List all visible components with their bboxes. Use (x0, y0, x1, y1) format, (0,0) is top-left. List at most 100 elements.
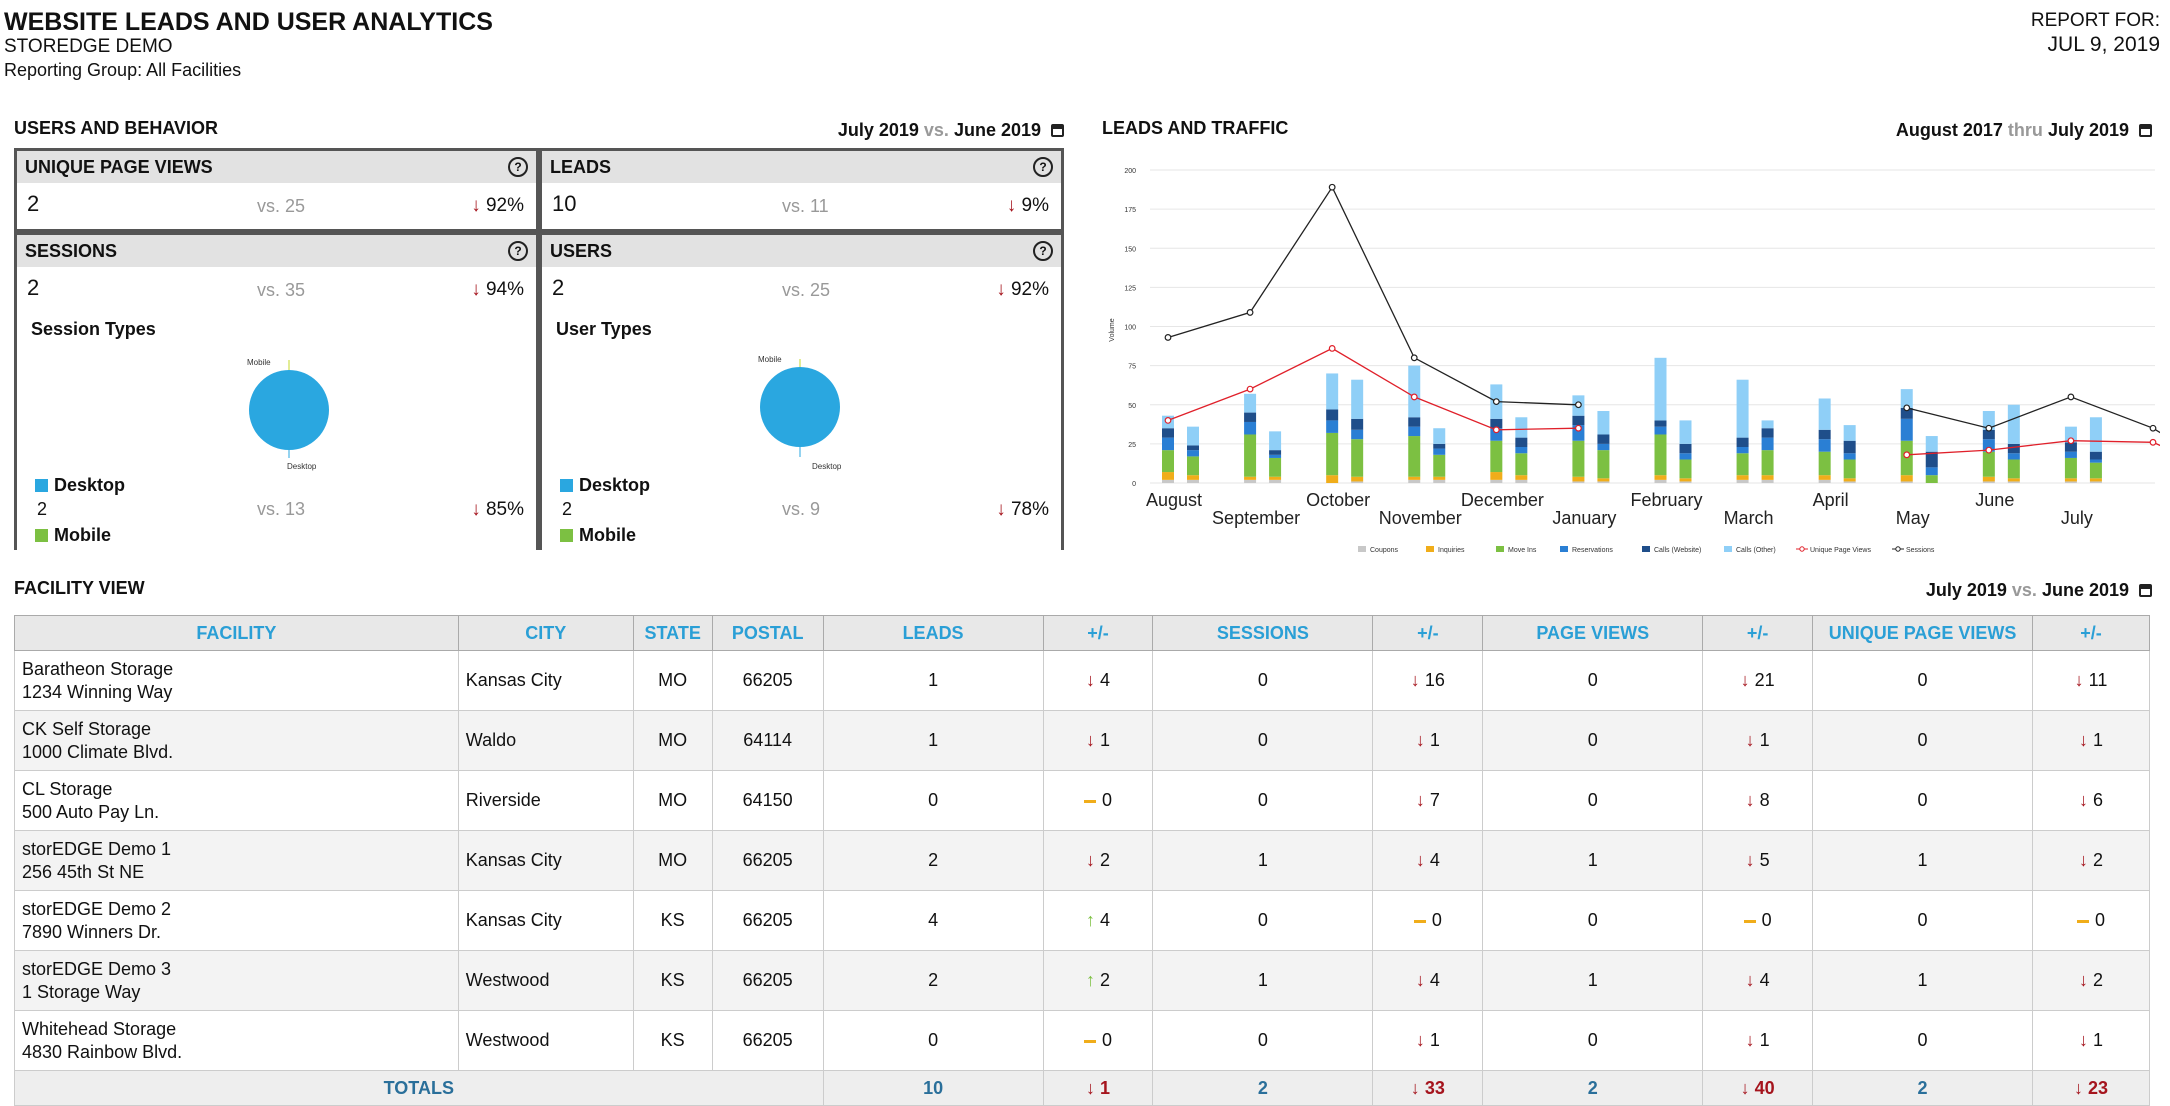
bar-segment (1326, 409, 1339, 421)
bar-segment (1187, 426, 1199, 446)
change-value: 7 (1429, 790, 1440, 810)
range-vs: vs. (2011, 580, 2037, 600)
pie-slice-desktop[interactable] (760, 367, 840, 447)
help-icon[interactable]: ? (1033, 241, 1053, 261)
card-value: 10 (552, 191, 577, 216)
arrow-down-icon: ↓ (1415, 730, 1430, 750)
session-types-pie: Mobile Desktop (247, 358, 329, 471)
bar-segment (1843, 425, 1856, 441)
leads-cell: 0 (822, 1010, 1044, 1071)
change-value: 0 (1101, 1030, 1112, 1050)
calendar-icon[interactable] (2139, 584, 2152, 597)
calendar-icon[interactable] (1051, 124, 1064, 137)
bar-segment (1818, 451, 1831, 476)
unique-page-views-cell: 0 (1812, 770, 2033, 831)
bar-segment (1736, 447, 1749, 454)
legend-swatch (1496, 546, 1504, 552)
facility-table: FACILITY CITY STATE POSTAL LEADS +/- SES… (14, 615, 2150, 1106)
arrow-down-icon: ↓ (1410, 1077, 1425, 1098)
bar-segment (1818, 475, 1831, 480)
calendar-icon[interactable] (2139, 124, 2152, 137)
session-types-label: Session Types (31, 319, 156, 339)
change-value: 4 (1759, 970, 1770, 990)
help-icon[interactable]: ? (508, 157, 528, 177)
col-leads[interactable]: LEADS (822, 615, 1044, 651)
bar-segment (1736, 453, 1749, 476)
arrow-down-icon: ↓ (1085, 850, 1100, 870)
bar-segment (1187, 450, 1199, 457)
bar-segment (1900, 481, 1913, 483)
report-title: WEBSITE LEADS AND USER ANALYTICS (4, 8, 493, 36)
page-views-cell: 0 (1482, 890, 1704, 951)
col-sessions-change[interactable]: +/- (1372, 615, 1484, 651)
arrow-down-icon: ↓ (1740, 1077, 1755, 1098)
range-start: July 2019 (837, 120, 919, 140)
col-unique-page-views-change[interactable]: +/- (2032, 615, 2150, 651)
table-row[interactable]: storEDGE Demo 1 256 45th St NE Kansas City… (14, 830, 2150, 891)
bar-segment (1597, 443, 1610, 451)
bar-segment (1597, 411, 1610, 435)
data-point (1575, 401, 1582, 409)
legend-swatch (1799, 546, 1805, 552)
state-cell: KS (632, 950, 713, 1011)
table-row[interactable]: CL Storage 500 Auto Pay Ln. Riverside MO 641… (14, 770, 2150, 831)
bar-segment (1408, 436, 1421, 477)
bar-segment (1408, 479, 1421, 483)
col-postal[interactable]: POSTAL (711, 615, 824, 651)
arrow-down-icon: ↓ (2078, 1030, 2093, 1050)
sessions-change-cell: 0 (1372, 890, 1484, 951)
range-end: July 2019 (2047, 120, 2129, 140)
table-row[interactable]: CK Self Storage 1000 Climate Blvd. Waldo MO… (14, 710, 2150, 771)
totals-page-views: 2 (1482, 1070, 1704, 1106)
bar-segment (1654, 479, 1667, 483)
col-page-views[interactable]: PAGE VIEWS (1482, 615, 1704, 651)
bar-segment (1818, 479, 1831, 483)
unique-page-views-cell: 0 (1812, 710, 2033, 771)
card-value: 2 (27, 275, 40, 300)
bar-segment (1843, 478, 1856, 482)
bar-segment (1408, 426, 1421, 437)
bar-segment (2089, 451, 2102, 460)
state-cell: KS (632, 1010, 713, 1071)
col-facility[interactable]: FACILITY (14, 615, 459, 651)
pie-slice-desktop[interactable] (249, 370, 329, 450)
col-city[interactable]: CITY (457, 615, 634, 651)
bar-segment (1654, 434, 1667, 476)
table-row[interactable]: Baratheon Storage 1234 Winning Way Kansas … (14, 650, 2150, 711)
col-leads-change[interactable]: +/- (1042, 615, 1154, 651)
totals-unique-page-views-change: ↓ 23 (2032, 1070, 2150, 1106)
bar-segment (1490, 472, 1503, 480)
x-tick-label: July (2061, 508, 2093, 528)
x-tick-label: June (1975, 490, 2014, 510)
facility-name: CL Storage (22, 778, 113, 799)
facility-address: 7890 Winners Dr. (22, 921, 162, 942)
col-page-views-change[interactable]: +/- (1702, 615, 1814, 651)
bar-segment (1736, 479, 1749, 483)
bar-segment (1925, 467, 1938, 476)
help-icon[interactable]: ? (508, 241, 528, 261)
bar-segment (1408, 476, 1421, 480)
card-change: 92% (485, 195, 524, 216)
pv-change-cell: ↓ 4 (1702, 950, 1814, 1011)
table-row[interactable]: Whitehead Storage 4830 Rainbow Blvd. Westw… (14, 1010, 2150, 1071)
legend-mobile: Mobile (35, 525, 111, 546)
col-sessions[interactable]: SESSIONS (1152, 615, 1374, 651)
sessions-cell: 0 (1152, 650, 1374, 711)
help-icon[interactable]: ? (1033, 157, 1053, 177)
legend-swatch (35, 529, 48, 542)
col-unique-page-views[interactable]: UNIQUE PAGE VIEWS (1812, 615, 2033, 651)
legend-label: Mobile (54, 525, 111, 545)
bar-segment (1736, 475, 1749, 480)
bar-segment (2007, 459, 2020, 479)
leads-change-cell: ↓ 1 (1042, 710, 1154, 771)
arrow-down-icon: ↓ (1745, 970, 1760, 990)
arrow-down-icon: ↓ (996, 279, 1006, 300)
bar-segment (1433, 479, 1446, 483)
totals-label: TOTALS (14, 1070, 824, 1106)
page-views-cell: 0 (1482, 710, 1704, 771)
users-card: USERS ? 2 vs. 25 ↓ 92% User Types Mobile… (539, 232, 1064, 550)
table-row[interactable]: storEDGE Demo 2 7890 Winners Dr. Kansas Ci… (14, 890, 2150, 951)
col-state[interactable]: STATE (632, 615, 713, 651)
